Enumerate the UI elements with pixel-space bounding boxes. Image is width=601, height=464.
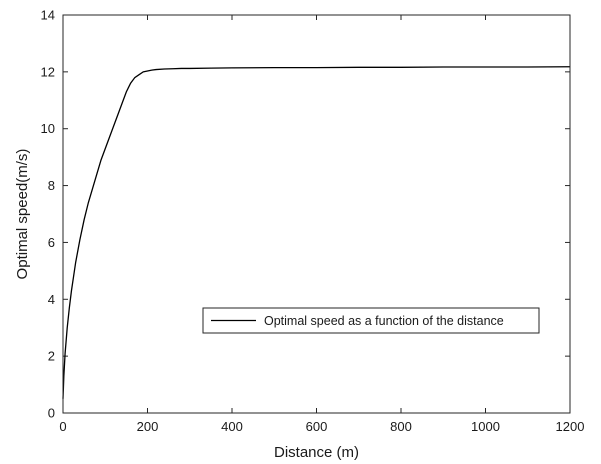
x-axis-ticks: 0 200 400 600 800 1000 1200 bbox=[59, 15, 584, 434]
legend-entry: Optimal speed as a function of the dista… bbox=[264, 314, 504, 328]
y-tick-label: 10 bbox=[41, 121, 55, 136]
x-axis-label: Distance (m) bbox=[274, 444, 359, 461]
y-tick-label: 6 bbox=[48, 235, 55, 250]
plot-area bbox=[63, 15, 570, 413]
axes-box bbox=[62, 14, 571, 414]
x-tick-label: 800 bbox=[390, 419, 412, 434]
y-axis-label: Optimal speed(m/s) bbox=[14, 149, 31, 280]
x-tick-label: 0 bbox=[59, 419, 66, 434]
y-tick-label: 8 bbox=[48, 178, 55, 193]
x-tick-label: 1000 bbox=[471, 419, 500, 434]
x-tick-label: 1200 bbox=[556, 419, 585, 434]
x-tick-label: 200 bbox=[137, 419, 159, 434]
series-line bbox=[62, 66, 571, 399]
x-tick-label: 600 bbox=[306, 419, 328, 434]
legend-box bbox=[202, 307, 540, 334]
y-axis-ticks: 0 2 4 6 8 10 12 14 bbox=[41, 8, 570, 421]
y-tick-label: 2 bbox=[48, 349, 55, 364]
x-tick-label: 400 bbox=[221, 419, 243, 434]
y-tick-label: 0 bbox=[48, 406, 55, 421]
legend: Optimal speed as a function of the dista… bbox=[202, 307, 540, 334]
y-tick-label: 4 bbox=[48, 292, 55, 307]
y-tick-label: 12 bbox=[41, 64, 55, 79]
y-tick-label: 14 bbox=[41, 8, 55, 23]
